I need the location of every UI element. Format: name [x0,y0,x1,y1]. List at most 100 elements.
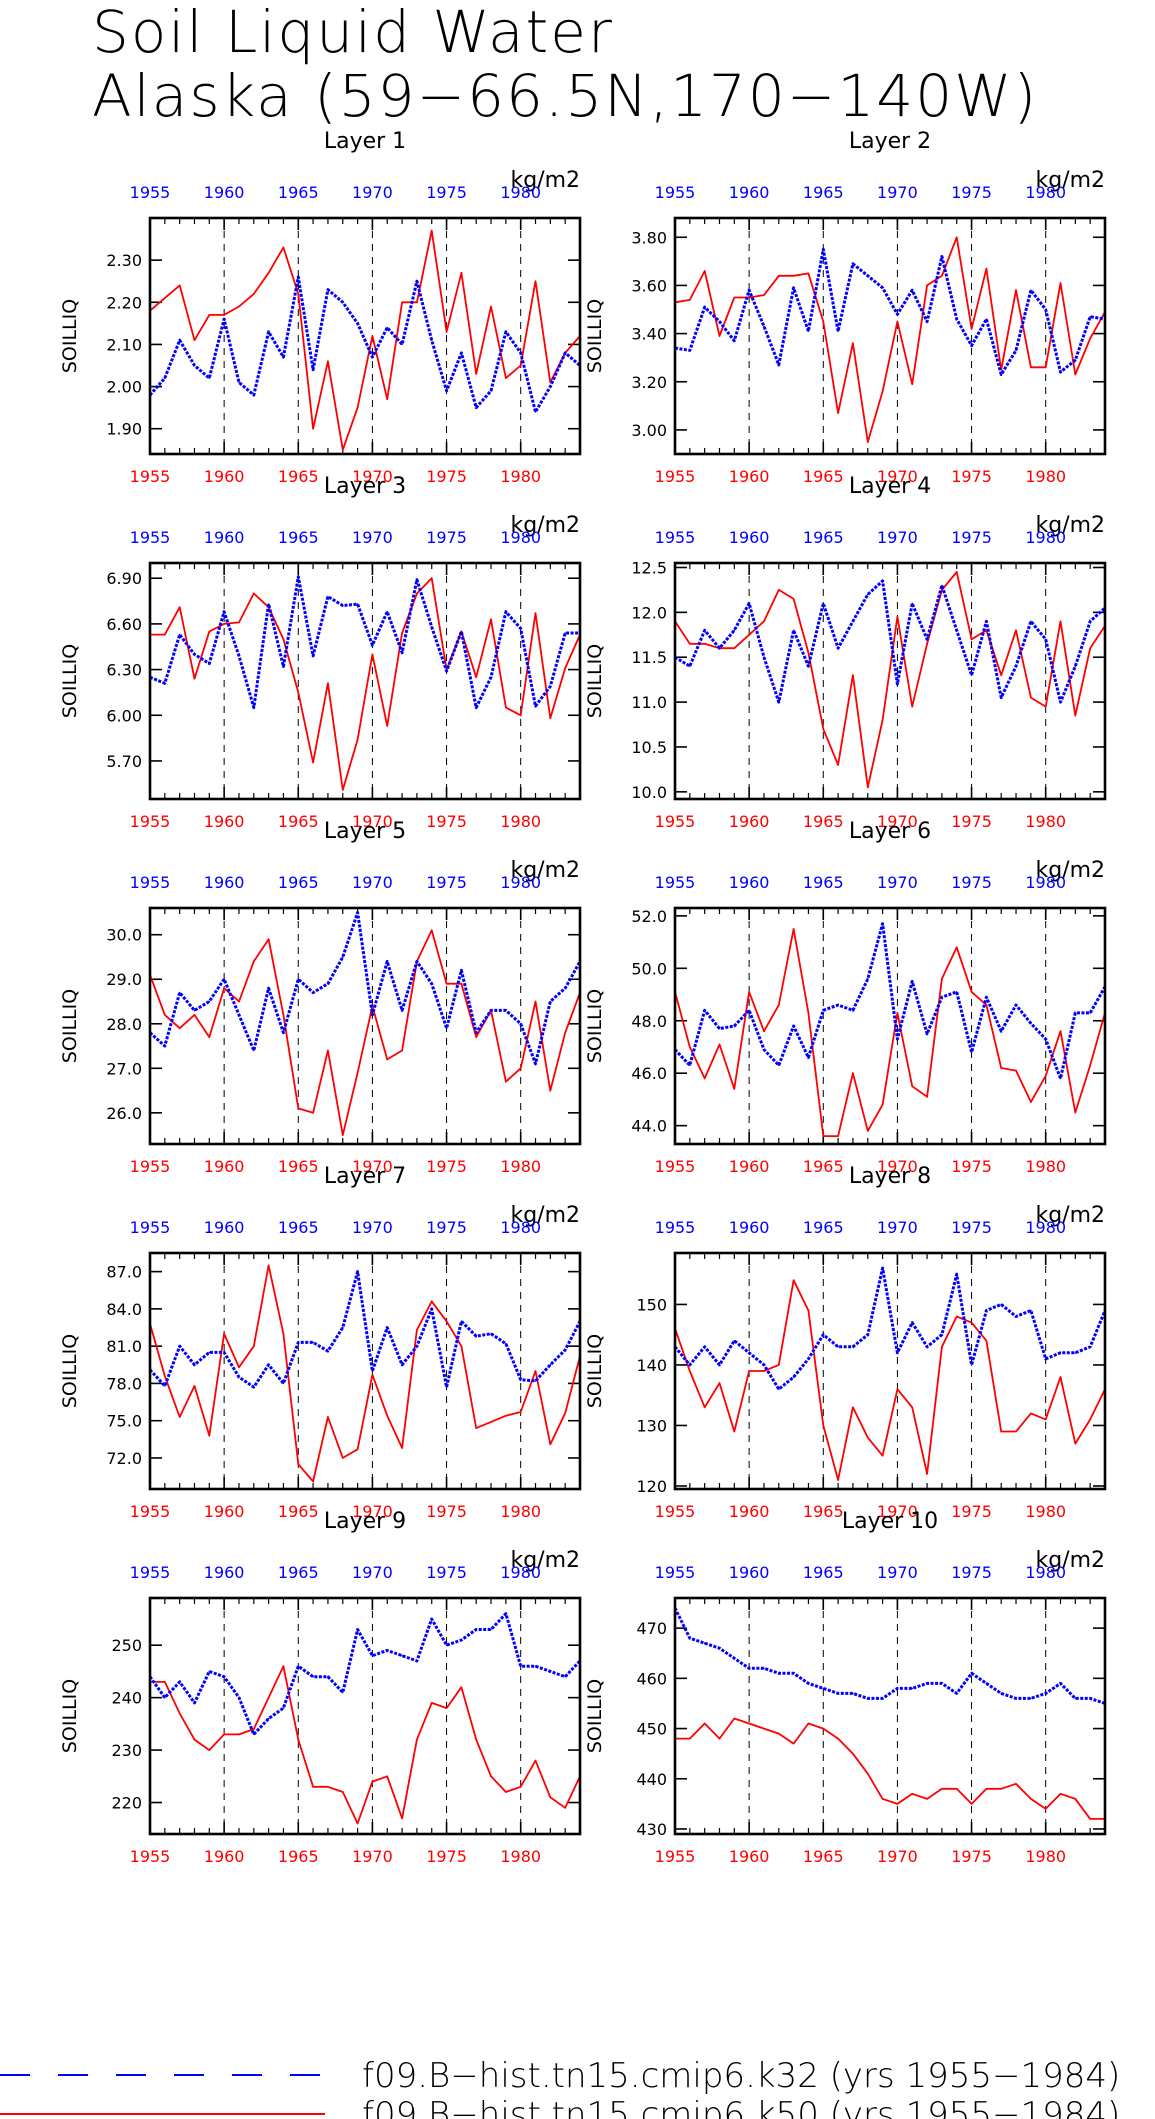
data-point [881,1454,884,1457]
data-point [1074,1697,1077,1700]
x-tick-label-top: 1975 [426,1218,467,1237]
x-tick-label: 1975 [426,812,467,831]
series-line-k32 [673,1607,1106,1705]
data-point [1089,1345,1091,1348]
data-point [926,1798,928,1800]
data-point [505,377,507,379]
x-tick-label: 1975 [951,467,992,486]
data-point [896,683,899,685]
data-point [748,1370,750,1372]
title-line-1: Soil Liquid Water [92,0,614,66]
data-point [475,676,478,678]
data-point [178,1681,181,1683]
data-point [371,1373,374,1376]
data-point [896,320,899,323]
data-point [252,293,255,295]
data-point [1059,1030,1062,1033]
x-tick-label-top: 1965 [278,183,319,202]
data-point [341,1134,344,1136]
data-point [807,665,810,667]
plot-frame [673,1596,1107,1836]
data-point [1074,359,1077,361]
data-point [519,1022,522,1025]
data-point [896,1388,899,1390]
x-tick-label-top: 1960 [729,183,770,202]
data-point [748,289,750,292]
data-point [312,1786,314,1788]
data-point [475,373,478,375]
data-point [926,320,928,323]
y-tick-label: 48.0 [631,1012,667,1031]
x-tick-label-top: 1955 [130,1563,171,1582]
data-point [733,1339,736,1342]
y-axis-label: SOILLIQ [584,989,606,1063]
data-point [970,1672,973,1675]
data-point [223,1733,225,1736]
data-point [327,982,329,985]
data-point [252,1728,255,1730]
data-point [386,725,389,727]
data-point [445,1320,448,1323]
data-point [911,1687,914,1690]
data-point [356,1071,359,1074]
x-tick-label: 1975 [951,1847,992,1866]
x-tick-label-top: 1970 [877,528,918,547]
data-point [371,644,374,647]
y-tick-label: 12.0 [631,603,667,622]
panel-title: Layer 1 [324,129,406,154]
data-point [534,1370,537,1372]
y-axis-label: SOILLIQ [584,299,606,373]
data-point [822,602,825,605]
data-point [970,344,973,347]
y-tick-label: 11.0 [631,693,667,712]
data-point [792,1279,795,1282]
data-point [267,1264,270,1267]
data-point [689,1370,691,1372]
data-point [267,271,270,274]
data-point [718,335,721,337]
x-tick-label: 1980 [500,1847,541,1866]
y-tick-label: 26.0 [106,1104,142,1123]
x-tick-label-top: 1970 [877,1563,918,1582]
series-line-k50 [674,236,1106,443]
data-point [1089,620,1091,623]
data-point [297,978,300,981]
data-point [1044,1808,1047,1810]
data-point [386,1326,389,1329]
data-point [505,1342,507,1345]
data-point [807,1682,810,1685]
x-tick-label: 1955 [655,812,696,831]
y-tick-label: 3.00 [631,421,667,440]
data-point [549,1000,552,1003]
x-tick-label-top: 1975 [426,1563,467,1582]
x-tick-label: 1970 [877,1157,918,1176]
data-point [475,1628,478,1631]
x-tick-label-top: 1965 [278,1218,319,1237]
data-point [822,320,825,323]
data-point [267,1717,270,1720]
x-tick-label-top: 1980 [500,873,541,892]
data-point [837,647,839,650]
data-point [549,385,552,388]
data-point [356,406,359,409]
data-point [703,642,706,645]
data-point [193,1738,196,1741]
data-point [866,593,869,596]
data-point [733,647,736,650]
data-point [564,1349,566,1351]
data-point [703,1009,706,1012]
data-point [193,364,196,367]
data-point [282,665,285,668]
data-point [763,1030,765,1033]
x-tick-label-top: 1975 [951,528,992,547]
data-point [505,610,507,613]
x-tick-label-top: 1970 [352,183,393,202]
data-point [911,980,914,983]
data-point [164,377,166,379]
data-point [852,262,854,265]
data-point [1059,371,1062,373]
data-point [792,629,795,632]
data-point [748,633,750,636]
data-point [371,1654,374,1657]
x-tick-label: 1960 [204,812,245,831]
